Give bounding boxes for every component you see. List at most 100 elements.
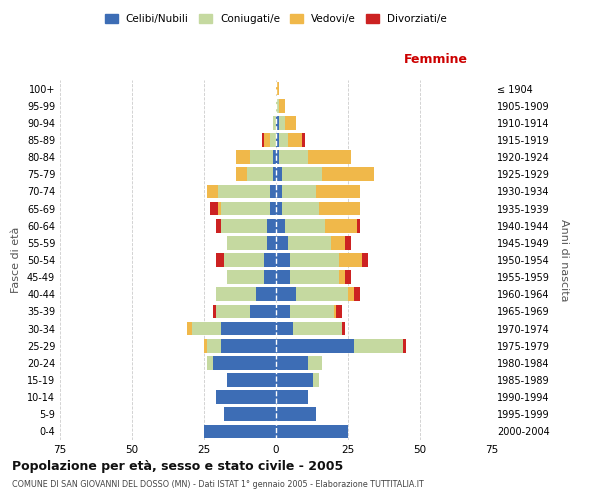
Bar <box>210 202 218 215</box>
Bar <box>342 322 345 336</box>
Bar <box>340 270 345 284</box>
Bar <box>276 168 282 181</box>
Bar <box>270 184 276 198</box>
Bar <box>276 424 348 438</box>
Bar <box>236 168 247 181</box>
Bar <box>276 150 279 164</box>
Bar <box>276 202 282 215</box>
Bar <box>256 288 276 301</box>
Bar <box>247 168 273 181</box>
Bar <box>331 236 345 250</box>
Bar <box>236 150 250 164</box>
Bar <box>187 322 193 336</box>
Bar <box>227 236 268 250</box>
Bar <box>340 253 362 267</box>
Bar <box>207 356 212 370</box>
Bar <box>215 253 224 267</box>
Bar <box>215 304 250 318</box>
Bar <box>296 288 348 301</box>
Bar <box>284 116 296 130</box>
Text: Femmine: Femmine <box>404 52 468 66</box>
Bar <box>276 288 296 301</box>
Bar <box>290 253 340 267</box>
Bar <box>279 116 284 130</box>
Bar <box>276 356 308 370</box>
Bar <box>221 202 270 215</box>
Bar <box>276 304 290 318</box>
Bar <box>273 116 276 130</box>
Text: Popolazione per età, sesso e stato civile - 2005: Popolazione per età, sesso e stato civil… <box>12 460 343 473</box>
Bar <box>221 339 276 352</box>
Bar <box>221 322 276 336</box>
Bar <box>287 133 302 147</box>
Bar <box>193 322 221 336</box>
Bar <box>345 236 351 250</box>
Bar <box>302 133 305 147</box>
Bar <box>212 304 215 318</box>
Bar <box>224 253 265 267</box>
Bar <box>354 339 403 352</box>
Bar <box>207 339 221 352</box>
Bar <box>348 288 354 301</box>
Bar <box>276 184 282 198</box>
Bar <box>282 184 316 198</box>
Bar <box>282 168 322 181</box>
Bar <box>204 339 207 352</box>
Bar <box>356 219 359 232</box>
Bar <box>268 219 276 232</box>
Bar <box>204 424 276 438</box>
Bar <box>215 288 256 301</box>
Bar <box>287 236 331 250</box>
Bar <box>276 408 316 421</box>
Bar <box>354 288 359 301</box>
Bar <box>265 133 270 147</box>
Bar <box>313 373 319 387</box>
Bar <box>316 184 359 198</box>
Bar <box>250 150 273 164</box>
Bar <box>325 219 356 232</box>
Bar <box>279 99 284 112</box>
Bar <box>250 304 276 318</box>
Bar <box>279 133 287 147</box>
Bar <box>227 270 265 284</box>
Bar <box>212 356 276 370</box>
Bar <box>227 373 276 387</box>
Bar <box>276 133 279 147</box>
Bar <box>308 150 351 164</box>
Bar <box>270 133 276 147</box>
Bar <box>282 202 319 215</box>
Bar <box>276 390 308 404</box>
Y-axis label: Fasce di età: Fasce di età <box>11 227 21 293</box>
Bar <box>276 339 354 352</box>
Bar <box>215 390 276 404</box>
Bar <box>276 236 287 250</box>
Bar <box>262 133 265 147</box>
Bar <box>362 253 368 267</box>
Bar <box>290 304 334 318</box>
Bar <box>221 219 268 232</box>
Bar <box>293 322 342 336</box>
Y-axis label: Anni di nascita: Anni di nascita <box>559 219 569 301</box>
Text: COMUNE DI SAN GIOVANNI DEL DOSSO (MN) - Dati ISTAT 1° gennaio 2005 - Elaborazion: COMUNE DI SAN GIOVANNI DEL DOSSO (MN) - … <box>12 480 424 489</box>
Bar <box>345 270 351 284</box>
Bar <box>265 270 276 284</box>
Bar <box>322 168 374 181</box>
Bar <box>319 202 359 215</box>
Bar <box>276 373 313 387</box>
Bar <box>276 219 284 232</box>
Bar <box>215 219 221 232</box>
Bar <box>276 99 279 112</box>
Bar <box>218 202 221 215</box>
Bar <box>276 322 293 336</box>
Bar <box>218 184 270 198</box>
Bar <box>279 150 308 164</box>
Bar <box>270 202 276 215</box>
Bar <box>207 184 218 198</box>
Bar <box>276 270 290 284</box>
Bar <box>276 253 290 267</box>
Bar <box>224 408 276 421</box>
Bar <box>403 339 406 352</box>
Bar <box>273 150 276 164</box>
Bar <box>265 253 276 267</box>
Bar <box>290 270 340 284</box>
